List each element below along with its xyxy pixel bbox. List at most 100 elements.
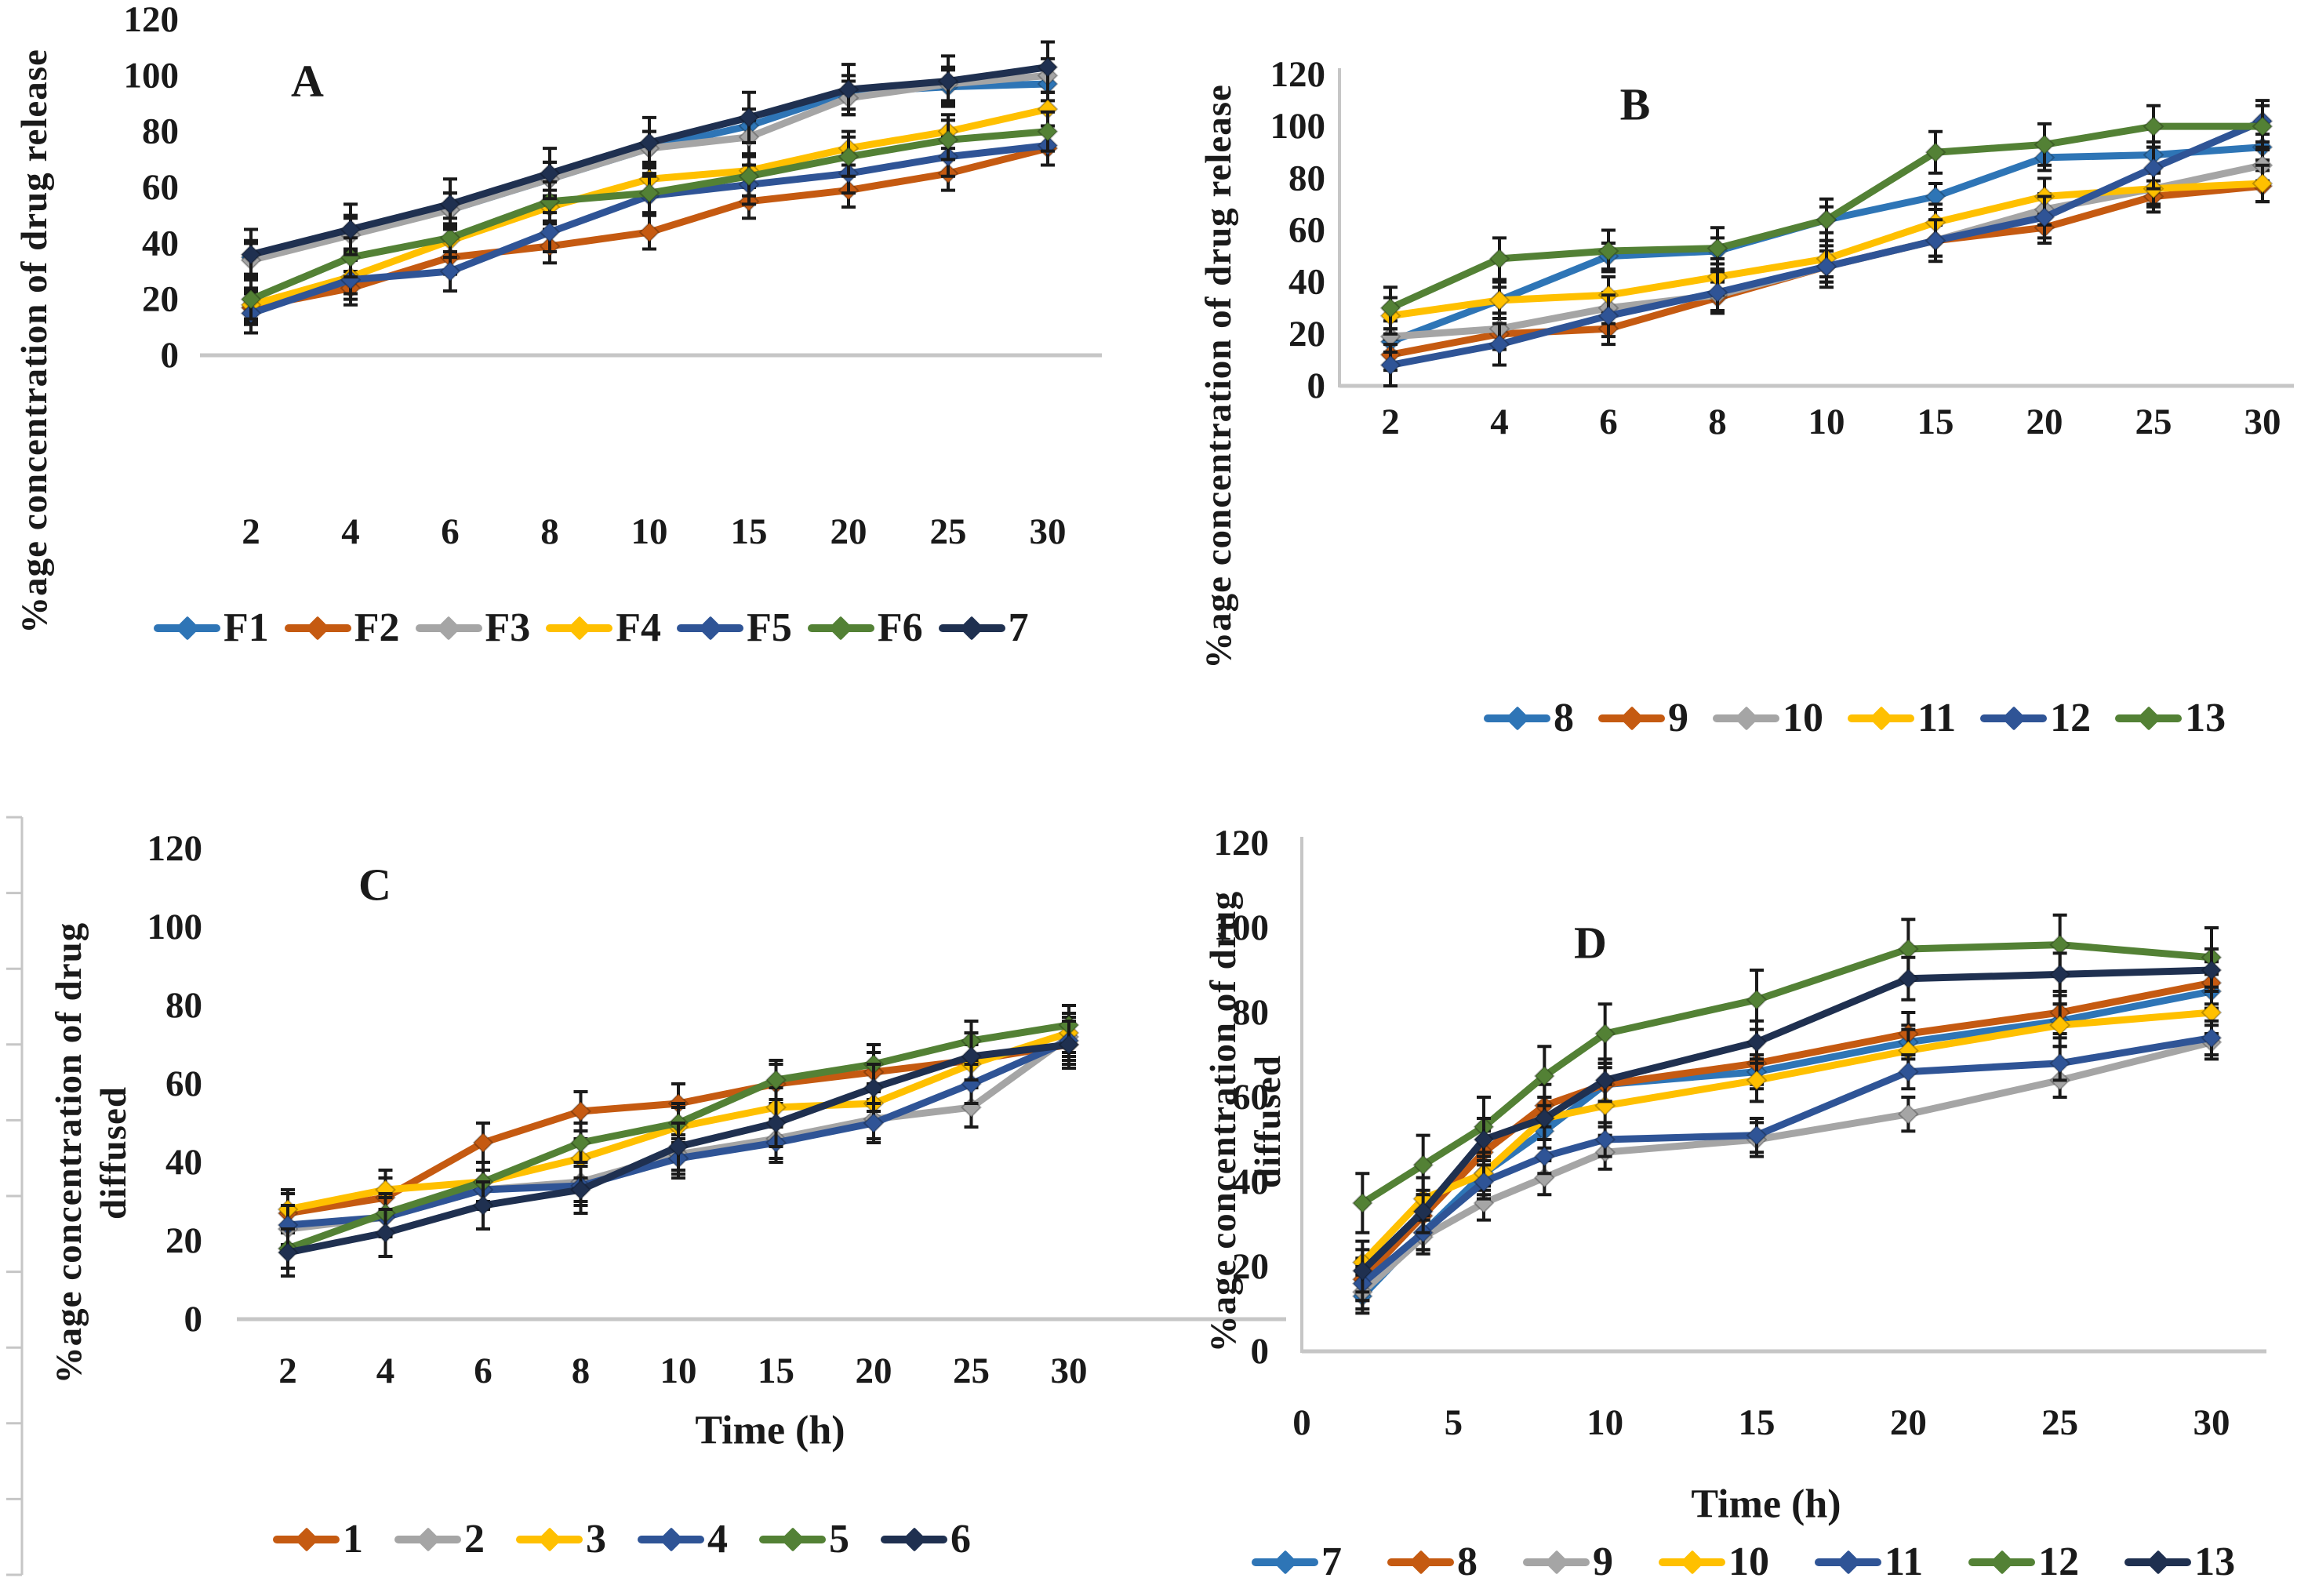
legend-label: F2 bbox=[354, 605, 400, 650]
legend-swatch-icon bbox=[759, 1527, 826, 1552]
series-7 bbox=[240, 40, 1059, 282]
legend-label: 11 bbox=[1885, 1540, 1924, 1584]
panel-c-xtitle: Time (h) bbox=[695, 1408, 845, 1453]
legend-swatch-icon bbox=[1980, 706, 2048, 731]
y-tick-label: 100 bbox=[1270, 106, 1326, 147]
series-12-markers bbox=[1379, 111, 2273, 376]
panel-d-ytitle-line2: diffused bbox=[1248, 1055, 1288, 1188]
legend-item-3: 3 bbox=[516, 1519, 606, 1560]
legend-diamond-icon bbox=[1868, 706, 1894, 731]
legend-label: 12 bbox=[2050, 696, 2092, 740]
x-tick-label: 8 bbox=[572, 1351, 591, 1391]
x-tick-label: 20 bbox=[831, 511, 867, 552]
series-13 bbox=[1379, 104, 2273, 331]
x-tick-label: 2 bbox=[278, 1351, 297, 1391]
y-tick-label: 20 bbox=[165, 1220, 202, 1261]
panel-d-label: D bbox=[1574, 917, 1607, 969]
legend-swatch-icon bbox=[677, 616, 744, 641]
legend-B: 8 9 10 11 12 13 bbox=[1484, 698, 2226, 739]
x-tick-label: 20 bbox=[856, 1351, 892, 1391]
legend-diamond-icon bbox=[2136, 706, 2161, 731]
legend-label: 7 bbox=[1321, 1540, 1342, 1584]
legend-item-12: 12 bbox=[1980, 698, 2091, 739]
legend-diamond-icon bbox=[567, 616, 592, 641]
x-tick-label: 4 bbox=[341, 511, 360, 552]
panel-b-label: B bbox=[1619, 78, 1651, 130]
legend-diamond-icon bbox=[293, 1527, 319, 1552]
x-tick-label: 10 bbox=[1587, 1402, 1623, 1443]
legend-diamond-icon bbox=[901, 1527, 927, 1552]
legend-diamond-icon bbox=[1408, 1550, 1434, 1575]
legend-swatch-icon bbox=[1815, 1550, 1881, 1575]
legend-diamond-icon bbox=[1679, 1550, 1705, 1575]
legend-swatch-icon bbox=[546, 616, 613, 641]
legend-label: 10 bbox=[1783, 696, 1823, 740]
x-tick-label: 30 bbox=[1030, 511, 1067, 552]
x-tick-label: 25 bbox=[930, 511, 967, 552]
x-tick-label: 15 bbox=[1917, 402, 1954, 442]
legend-diamond-icon bbox=[959, 616, 984, 641]
legend-label: F3 bbox=[485, 605, 531, 650]
series-11 bbox=[1351, 1019, 2223, 1303]
legend-D: 7 8 9 10 11 12 13 bbox=[1252, 1542, 2235, 1583]
y-tick-label: 100 bbox=[1214, 907, 1270, 948]
legend-item-13: 13 bbox=[2115, 698, 2226, 739]
x-tick-label: 25 bbox=[2041, 1402, 2078, 1443]
legend-swatch-icon bbox=[154, 616, 220, 641]
legend-item-F2: F2 bbox=[284, 605, 400, 650]
legend-item-10: 10 bbox=[1659, 1542, 1769, 1583]
legend-label: F5 bbox=[747, 605, 792, 650]
legend-swatch-icon bbox=[1252, 1550, 1318, 1575]
legend-item-4: 4 bbox=[638, 1519, 728, 1560]
legend-label: 2 bbox=[464, 1517, 485, 1561]
y-tick-label: 0 bbox=[184, 1299, 203, 1340]
y-tick-label: 0 bbox=[1251, 1331, 1270, 1372]
legend-swatch-icon bbox=[516, 1527, 583, 1552]
legend-swatch-icon bbox=[1387, 1550, 1454, 1575]
legend-swatch-icon bbox=[638, 1527, 704, 1552]
legend-label: 6 bbox=[950, 1517, 971, 1561]
legend-diamond-icon bbox=[415, 1527, 441, 1552]
y-tick-label: 80 bbox=[1232, 992, 1269, 1033]
legend-label: F6 bbox=[877, 605, 923, 650]
legend-swatch-icon bbox=[2115, 706, 2183, 731]
legend-diamond-icon bbox=[780, 1527, 805, 1552]
legend-swatch-icon bbox=[1848, 706, 1914, 731]
legend-item-7: 7 bbox=[1252, 1542, 1342, 1583]
x-tick-label: 25 bbox=[2135, 402, 2172, 442]
y-tick-label: 80 bbox=[1288, 158, 1325, 198]
legend-swatch-icon bbox=[2124, 1550, 2192, 1575]
x-tick-label: 2 bbox=[1381, 402, 1400, 442]
x-tick-label: 2 bbox=[242, 511, 260, 552]
legend-swatch-icon bbox=[284, 616, 351, 641]
legend-diamond-icon bbox=[536, 1527, 562, 1552]
panel-b-ytitle: %age concentration of drug release bbox=[1198, 84, 1239, 669]
legend-label: 9 bbox=[1593, 1540, 1613, 1584]
legend-item-F4: F4 bbox=[546, 608, 661, 649]
series-13 bbox=[1351, 947, 2223, 1294]
legend-label: 3 bbox=[586, 1517, 606, 1561]
legend-swatch-icon bbox=[1659, 1550, 1725, 1575]
x-tick-label: 30 bbox=[2194, 1402, 2230, 1443]
legend-label: 7 bbox=[1008, 605, 1029, 650]
legend-diamond-icon bbox=[1733, 706, 1759, 731]
legend-label: 11 bbox=[1917, 696, 1957, 740]
series-12 bbox=[1379, 99, 2273, 387]
y-tick-label: 100 bbox=[124, 55, 180, 96]
y-tick-label: 40 bbox=[142, 223, 179, 264]
x-tick-label: 30 bbox=[1051, 1351, 1088, 1391]
legend-diamond-icon bbox=[1504, 706, 1530, 731]
y-tick-label: 20 bbox=[1232, 1246, 1269, 1287]
legend-diamond-icon bbox=[698, 616, 723, 641]
legend-label: 13 bbox=[2194, 1540, 2236, 1584]
x-tick-label: 4 bbox=[1490, 402, 1509, 442]
legend-label: 1 bbox=[343, 1517, 363, 1561]
legend-diamond-icon bbox=[1543, 1550, 1569, 1575]
x-tick-label: 15 bbox=[758, 1351, 794, 1391]
legend-diamond-icon bbox=[305, 616, 330, 641]
legend-swatch-icon bbox=[807, 616, 874, 641]
y-tick-label: 80 bbox=[142, 111, 179, 152]
